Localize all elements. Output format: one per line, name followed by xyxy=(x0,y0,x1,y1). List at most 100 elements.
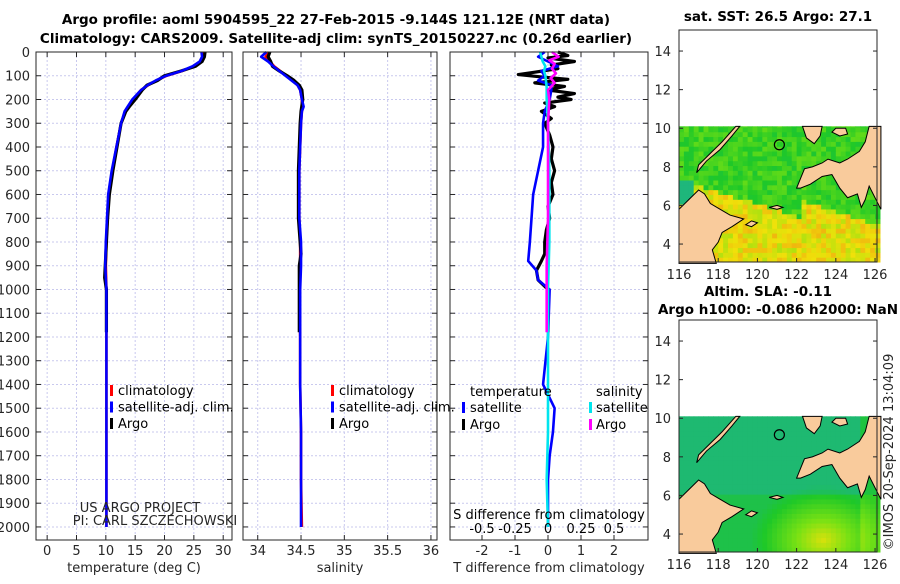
field-cell xyxy=(786,237,793,244)
field-cell xyxy=(767,431,773,437)
field-cell xyxy=(757,455,763,461)
field-cell xyxy=(855,416,861,418)
field-cell xyxy=(806,223,812,229)
field-cell xyxy=(708,489,714,495)
field-cell xyxy=(806,189,812,195)
field-cell xyxy=(772,208,778,215)
field-cell xyxy=(826,547,832,553)
field-cell xyxy=(772,257,778,263)
field-cell xyxy=(688,184,695,191)
field-cell xyxy=(835,155,842,162)
series-argo xyxy=(266,51,305,333)
field-cell xyxy=(860,542,866,548)
field-cell xyxy=(845,542,852,548)
field-cell xyxy=(767,547,773,553)
field-cell xyxy=(747,184,754,191)
field-cell xyxy=(732,136,739,142)
field-cell xyxy=(826,523,832,529)
field-cell xyxy=(762,242,768,249)
field-cell xyxy=(860,416,866,418)
field-cell xyxy=(732,223,739,229)
field-cell xyxy=(850,513,856,519)
field-cell xyxy=(732,527,739,534)
field-cell xyxy=(830,494,837,500)
field-cell xyxy=(708,199,714,205)
field-cell xyxy=(679,141,685,147)
field-cell xyxy=(747,126,754,128)
field-cell xyxy=(723,479,729,485)
field-cell xyxy=(728,426,734,432)
field-cell xyxy=(772,165,778,171)
field-cell xyxy=(791,455,798,461)
field-cell xyxy=(806,252,812,258)
field-cell xyxy=(752,503,758,510)
field-cell xyxy=(826,184,832,191)
legend-label: satellite-adj. clim. xyxy=(339,401,455,416)
field-cell xyxy=(679,146,685,152)
field-cell xyxy=(840,503,847,510)
field-cell xyxy=(850,484,856,490)
field-cell xyxy=(767,460,773,466)
field-cell xyxy=(742,165,749,171)
legend-marker xyxy=(331,401,334,413)
field-cell xyxy=(806,237,812,244)
field-cell xyxy=(767,233,773,239)
field-cell xyxy=(679,469,685,476)
field-cell xyxy=(826,503,832,510)
field-cell xyxy=(747,484,754,490)
field-cell xyxy=(786,460,793,466)
legend-header-salinity: salinity xyxy=(596,385,643,400)
field-cell xyxy=(870,204,876,210)
field-cell xyxy=(679,189,685,195)
field-cell xyxy=(742,189,749,195)
field-cell xyxy=(747,469,754,476)
field-cell xyxy=(732,204,739,210)
field-cell xyxy=(796,527,803,534)
field-cell xyxy=(713,484,719,490)
field-cell xyxy=(860,426,866,432)
field-cell xyxy=(845,518,852,524)
field-cell xyxy=(698,455,705,461)
field-cell xyxy=(796,416,803,418)
field-cell xyxy=(723,194,729,200)
field-cell xyxy=(767,469,773,476)
s-tick-label: 0 xyxy=(544,522,552,537)
field-cell xyxy=(835,141,842,147)
field-cell xyxy=(860,416,866,423)
field-cell xyxy=(835,252,842,258)
field-cell xyxy=(870,518,876,524)
lon-tick-label: 124 xyxy=(823,558,848,573)
field-cell xyxy=(737,431,744,437)
field-cell xyxy=(732,165,739,171)
field-cell xyxy=(703,421,709,428)
field-cell xyxy=(772,194,778,200)
field-cell xyxy=(767,527,773,534)
field-cell xyxy=(723,469,729,476)
field-cell xyxy=(855,223,861,229)
field-cell xyxy=(826,431,832,437)
field-cell xyxy=(742,479,749,485)
field-cell xyxy=(683,465,690,471)
field-cell xyxy=(757,170,763,176)
field-cell xyxy=(723,436,729,442)
field-cell xyxy=(772,151,778,157)
field-cell xyxy=(757,436,763,442)
field-cell xyxy=(777,421,783,428)
field-cell xyxy=(698,441,705,447)
field-cell xyxy=(703,141,709,147)
field-cell xyxy=(723,498,729,505)
field-cell xyxy=(703,416,709,423)
field-cell xyxy=(855,513,861,519)
field-cell xyxy=(762,450,768,457)
field-cell xyxy=(723,257,729,263)
field-cell xyxy=(728,474,734,481)
s-axis-label: S difference from climatology xyxy=(453,508,645,523)
field-cell xyxy=(679,431,685,437)
field-cell xyxy=(791,513,798,519)
field-cell xyxy=(737,426,744,432)
legend-label: Argo xyxy=(596,418,626,433)
field-cell xyxy=(816,523,822,529)
field-cell xyxy=(860,136,866,142)
field-cell xyxy=(840,523,847,529)
field-cell xyxy=(816,436,822,442)
